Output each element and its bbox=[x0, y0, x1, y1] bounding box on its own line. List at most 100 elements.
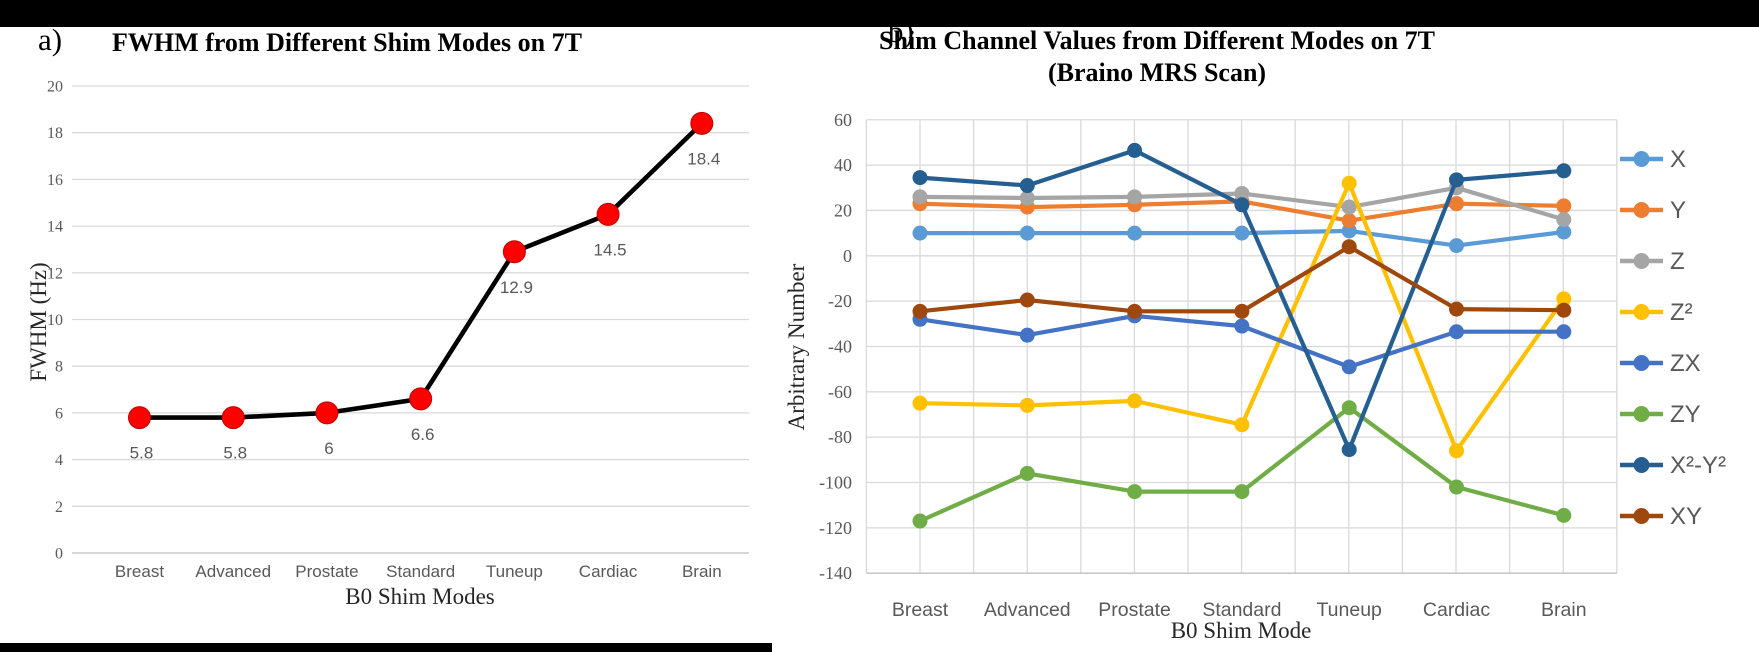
data-point-marker-X²-Y² bbox=[1449, 172, 1464, 188]
y-tick-label: 2 bbox=[55, 499, 63, 516]
y-tick-label: -80 bbox=[828, 427, 852, 447]
data-point-marker-Z² bbox=[1341, 175, 1357, 191]
panel-label-a: a) bbox=[38, 22, 63, 57]
legend-marker-Y bbox=[1633, 202, 1650, 218]
data-point-marker-Y bbox=[1556, 198, 1572, 214]
legend-marker-Z² bbox=[1633, 304, 1650, 320]
data-point-marker-ZX bbox=[1019, 327, 1035, 343]
data-point-marker-ZX bbox=[1449, 324, 1464, 340]
data-point-marker-X bbox=[1449, 238, 1464, 254]
data-point-marker-Z² bbox=[1449, 443, 1464, 459]
chart-a-title: FWHM from Different Shim Modes on 7T bbox=[112, 28, 582, 57]
data-point-marker bbox=[221, 406, 245, 430]
y-tick-label: -100 bbox=[819, 473, 852, 493]
data-point-marker-Z² bbox=[912, 395, 928, 411]
data-point-marker-ZY bbox=[1341, 400, 1357, 416]
y-tick-label: -120 bbox=[819, 518, 852, 538]
y-tick-label: 40 bbox=[834, 155, 852, 175]
data-point-marker-Z bbox=[912, 189, 928, 205]
bottom-border-bar bbox=[0, 643, 772, 652]
category-label: Tuneup bbox=[1316, 599, 1382, 621]
category-label: Cardiac bbox=[1423, 599, 1490, 621]
data-label: 18.4 bbox=[687, 149, 720, 168]
data-label: 14.5 bbox=[594, 240, 627, 259]
category-label: Standard bbox=[1202, 599, 1281, 621]
data-point-marker-ZY bbox=[1234, 484, 1250, 500]
data-point-marker-X²-Y² bbox=[1556, 163, 1572, 179]
y-tick-label: 4 bbox=[55, 452, 63, 469]
data-point-marker bbox=[315, 401, 339, 425]
data-point-marker bbox=[409, 387, 433, 411]
data-point-marker-Y bbox=[1449, 196, 1464, 212]
legend-label-XY: XY bbox=[1670, 503, 1702, 530]
y-tick-label: 6 bbox=[55, 405, 63, 422]
data-point-marker-ZY bbox=[1556, 507, 1572, 523]
data-point-marker-X²-Y² bbox=[912, 170, 928, 186]
data-point-marker-X bbox=[1019, 225, 1035, 241]
data-point-marker-ZY bbox=[1449, 479, 1464, 495]
y-tick-label: 18 bbox=[47, 125, 63, 142]
category-label: Brain bbox=[1541, 599, 1587, 621]
data-point-marker-XY bbox=[1449, 301, 1464, 317]
data-point-marker-ZX bbox=[1556, 324, 1572, 340]
data-point-marker-Z bbox=[1556, 212, 1572, 228]
data-point-marker-X²-Y² bbox=[1341, 442, 1357, 458]
y-tick-label: 60 bbox=[834, 110, 852, 130]
data-point-marker-Y bbox=[1341, 213, 1357, 229]
legend-marker-Z bbox=[1633, 253, 1650, 269]
y-tick-label: 14 bbox=[47, 219, 63, 236]
data-point-marker-X²-Y² bbox=[1019, 178, 1035, 194]
data-point-marker-Z² bbox=[1127, 393, 1143, 409]
y-tick-label: 10 bbox=[47, 312, 63, 329]
category-label: Advanced bbox=[195, 562, 271, 581]
legend-label-X: X bbox=[1670, 146, 1686, 173]
top-border-bar bbox=[0, 0, 1759, 27]
data-point-marker-Z bbox=[1234, 185, 1250, 201]
y-tick-label: 12 bbox=[47, 265, 63, 282]
category-label: Tuneup bbox=[486, 562, 543, 581]
legend-label-Z²: Z² bbox=[1670, 299, 1693, 326]
chart-b-title: Shim Channel Values from Different Modes… bbox=[879, 26, 1435, 55]
data-label: 6.6 bbox=[411, 425, 435, 444]
data-point-marker-X²-Y² bbox=[1234, 197, 1250, 213]
category-label: Cardiac bbox=[579, 562, 638, 581]
data-point-marker-ZX bbox=[1234, 318, 1250, 334]
data-point-marker-Z bbox=[1019, 190, 1035, 206]
data-point-marker-X bbox=[1234, 225, 1250, 241]
data-point-marker-XY bbox=[1341, 239, 1357, 255]
chart-a-x-axis-title: B0 Shim Modes bbox=[345, 584, 495, 609]
category-label: Advanced bbox=[984, 599, 1071, 621]
legend-label-ZX: ZX bbox=[1670, 350, 1701, 377]
data-label: 5.8 bbox=[223, 444, 247, 463]
y-tick-label: 20 bbox=[834, 200, 852, 220]
y-tick-label: -40 bbox=[828, 336, 852, 356]
category-label: Prostate bbox=[1098, 599, 1171, 621]
y-tick-label: 8 bbox=[55, 359, 63, 376]
category-label: Breast bbox=[115, 562, 164, 581]
data-point-marker-ZY bbox=[912, 513, 928, 529]
legend-marker-X²-Y² bbox=[1633, 457, 1650, 473]
data-point-marker bbox=[502, 240, 526, 264]
data-label: 5.8 bbox=[130, 444, 154, 463]
data-point-marker bbox=[690, 111, 714, 135]
data-point-marker-ZX bbox=[1341, 359, 1357, 375]
y-tick-label: 0 bbox=[55, 546, 63, 563]
legend-marker-X bbox=[1633, 151, 1650, 167]
category-label: Prostate bbox=[295, 562, 358, 581]
data-point-marker-ZY bbox=[1019, 465, 1035, 481]
y-tick-label: -140 bbox=[819, 563, 852, 583]
data-point-marker-XY bbox=[1019, 292, 1035, 308]
category-label: Breast bbox=[892, 599, 949, 621]
legend-marker-XY bbox=[1633, 508, 1650, 524]
legend-label-X²-Y²: X²-Y² bbox=[1670, 452, 1726, 479]
data-point-marker-X bbox=[1127, 225, 1143, 241]
chart-b-x-axis-title: B0 Shim Mode bbox=[1170, 618, 1312, 643]
y-tick-label: -60 bbox=[828, 382, 852, 402]
legend-label-Y: Y bbox=[1670, 197, 1686, 224]
data-point-marker bbox=[596, 202, 620, 226]
y-tick-label: 16 bbox=[47, 172, 63, 189]
data-point-marker-XY bbox=[1127, 303, 1143, 319]
chart-b-subtitle: (Braino MRS Scan) bbox=[1047, 58, 1267, 87]
data-point-marker-Z² bbox=[1556, 291, 1572, 307]
